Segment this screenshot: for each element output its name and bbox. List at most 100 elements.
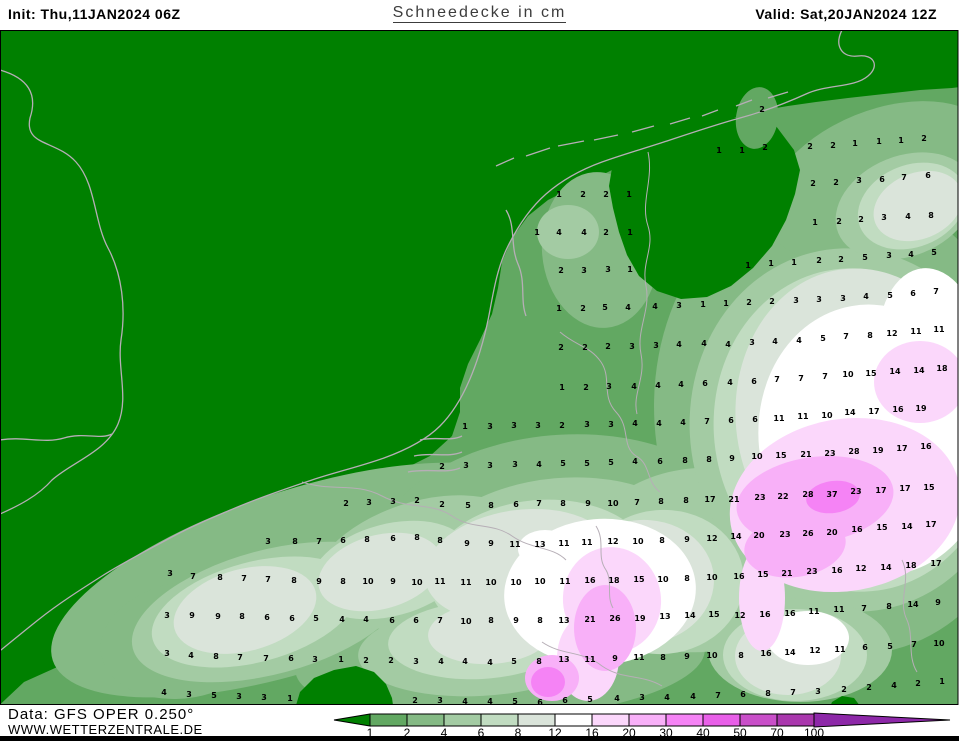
grid-value: 11 — [633, 653, 645, 662]
grid-value: 8 — [340, 577, 346, 586]
grid-value: 9 — [488, 539, 494, 548]
grid-value: 5 — [584, 459, 590, 468]
grid-value: 6 — [562, 696, 568, 705]
grid-value: 6 — [513, 500, 519, 509]
grid-value: 1 — [287, 694, 293, 703]
grid-value: 3 — [584, 420, 590, 429]
grid-value: 1 — [534, 228, 540, 237]
grid-value: 8 — [867, 331, 873, 340]
grid-value: 7 — [316, 537, 322, 546]
grid-value: 14 — [913, 366, 925, 375]
grid-value: 1 — [556, 304, 562, 313]
grid-value: 4 — [772, 337, 778, 346]
grid-value: 9 — [585, 499, 591, 508]
grid-value: 3 — [261, 693, 267, 702]
grid-value: 16 — [892, 405, 904, 414]
grid-value: 7 — [798, 374, 804, 383]
grid-value: 2 — [816, 256, 822, 265]
grid-value: 1 — [627, 265, 633, 274]
grid-value: 10 — [706, 573, 718, 582]
grid-value: 7 — [933, 287, 939, 296]
grid-value: 4 — [656, 419, 662, 428]
grid-value: 28 — [848, 447, 860, 456]
grid-value: 16 — [851, 525, 863, 534]
grid-value: 5 — [512, 697, 518, 706]
grid-value: 3 — [265, 537, 271, 546]
grid-value: 3 — [606, 382, 612, 391]
grid-value: 2 — [833, 178, 839, 187]
grid-value: 23 — [850, 487, 862, 496]
grid-value: 13 — [659, 612, 671, 621]
grid-value: 3 — [463, 461, 469, 470]
grid-value: 2 — [915, 679, 921, 688]
grid-value: 17 — [930, 559, 942, 568]
grid-value: 14 — [730, 532, 742, 541]
grid-value: 3 — [487, 422, 493, 431]
grid-value: 8 — [765, 689, 771, 698]
grid-value: 7 — [704, 417, 710, 426]
grid-value: 11 — [581, 538, 593, 547]
grid-value: 14 — [901, 522, 913, 531]
grid-value: 4 — [632, 419, 638, 428]
grid-value: 14 — [907, 600, 919, 609]
data-source-label: Data: GFS OPER 0.250° — [8, 706, 195, 723]
grid-value: 17 — [925, 520, 937, 529]
grid-value: 12 — [855, 564, 867, 573]
grid-value: 9 — [215, 612, 221, 621]
grid-value: 5 — [560, 459, 566, 468]
grid-value: 11 — [808, 607, 820, 616]
grid-value: 37 — [826, 490, 838, 499]
grid-value: 10 — [632, 537, 644, 546]
grid-value: 5 — [608, 458, 614, 467]
grid-value: 2 — [412, 696, 418, 705]
grid-value: 17 — [899, 484, 911, 493]
grid-value: 21 — [800, 450, 812, 459]
grid-value: 7 — [911, 640, 917, 649]
grid-value: 2 — [830, 141, 836, 150]
grid-value: 7 — [634, 498, 640, 507]
grid-value: 1 — [876, 137, 882, 146]
grid-value: 9 — [612, 654, 618, 663]
legend-cell — [665, 713, 704, 727]
grid-value: 26 — [609, 614, 621, 623]
grid-value: 4 — [438, 657, 444, 666]
grid-value: 1 — [768, 259, 774, 268]
grid-value: 3 — [605, 265, 611, 274]
grid-value: 2 — [841, 685, 847, 694]
grid-value: 12 — [706, 534, 718, 543]
legend-tick-label: 2 — [404, 726, 411, 740]
grid-value: 10 — [933, 639, 945, 648]
grid-value: 3 — [186, 690, 192, 699]
grid-value: 2 — [858, 215, 864, 224]
grid-value: 7 — [861, 604, 867, 613]
grid-value: 6 — [289, 614, 295, 623]
grid-value: 23 — [779, 530, 791, 539]
grid-value: 10 — [657, 575, 669, 584]
grid-value: 9 — [189, 611, 195, 620]
grid-value: 15 — [876, 523, 888, 532]
grid-value: 3 — [164, 649, 170, 658]
contour-30cm-group — [531, 480, 860, 697]
grid-value: 6 — [879, 175, 885, 184]
grid-value: 10 — [362, 577, 374, 586]
grid-value: 16 — [920, 442, 932, 451]
legend-cell — [369, 713, 408, 727]
grid-value: 9 — [316, 577, 322, 586]
border-fr-be — [301, 481, 567, 561]
grid-value: 2 — [838, 255, 844, 264]
grid-value: 10 — [842, 370, 854, 379]
grid-value: 2 — [582, 343, 588, 352]
grid-value: 4 — [725, 340, 731, 349]
grid-value: 2 — [558, 343, 564, 352]
website-label: WWW.WETTERZENTRALE.DE — [8, 722, 203, 737]
grid-value: 7 — [715, 691, 721, 700]
grid-value: 4 — [891, 681, 897, 690]
grid-value: 17 — [896, 444, 908, 453]
grid-value: 3 — [312, 655, 318, 664]
grid-value: 15 — [757, 570, 769, 579]
grid-value: 16 — [831, 566, 843, 575]
grid-value: 8 — [683, 496, 689, 505]
grid-value: 3 — [676, 301, 682, 310]
border-fr-de — [541, 641, 663, 687]
